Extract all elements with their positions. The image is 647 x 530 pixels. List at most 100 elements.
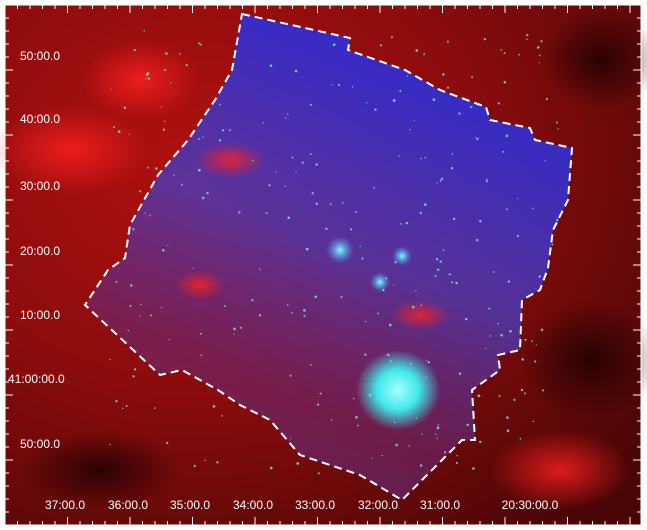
star — [239, 326, 242, 329]
star — [296, 462, 300, 465]
star — [410, 363, 412, 365]
star — [275, 171, 277, 173]
star — [332, 43, 336, 47]
y-tick-label: 41:00:00.0 — [8, 372, 65, 386]
star — [507, 280, 510, 283]
star — [233, 327, 236, 331]
star — [524, 338, 527, 341]
star — [342, 201, 344, 204]
star — [185, 64, 188, 67]
star — [351, 85, 354, 88]
star — [353, 397, 355, 400]
star — [526, 33, 529, 37]
star — [455, 461, 458, 464]
y-tick-label: 50:00.0 — [20, 437, 60, 451]
star — [287, 113, 289, 116]
y-tick-label: 30:00.0 — [20, 179, 60, 193]
star — [435, 433, 437, 435]
star — [309, 103, 313, 106]
star — [534, 360, 537, 363]
star — [385, 277, 388, 280]
star — [540, 40, 543, 43]
star — [258, 314, 262, 317]
star — [291, 311, 293, 314]
star — [180, 183, 183, 186]
x-tick-label: 34:00.0 — [233, 498, 273, 512]
star — [303, 308, 306, 312]
star — [389, 360, 392, 363]
star — [206, 192, 209, 195]
star — [502, 150, 505, 153]
y-tick-label: 10:00.0 — [20, 308, 60, 322]
star — [361, 257, 364, 259]
star — [303, 314, 306, 317]
star — [295, 170, 297, 173]
star — [268, 183, 271, 187]
star — [167, 244, 169, 246]
star — [269, 466, 273, 470]
star — [115, 400, 118, 403]
star — [168, 338, 170, 341]
star — [392, 99, 396, 102]
star — [413, 119, 415, 122]
star — [287, 216, 290, 220]
star — [486, 180, 489, 183]
star — [132, 228, 135, 231]
star — [519, 437, 522, 440]
star — [531, 340, 534, 343]
star — [113, 126, 116, 129]
star — [442, 73, 445, 76]
star — [556, 218, 559, 222]
star — [458, 112, 461, 115]
star — [497, 102, 500, 105]
star — [284, 117, 287, 119]
star — [485, 347, 487, 350]
x-tick-label: 35:00.0 — [170, 498, 210, 512]
star — [476, 137, 479, 141]
star — [455, 281, 458, 285]
star — [198, 137, 201, 140]
star — [350, 228, 353, 231]
star — [381, 454, 383, 457]
star — [405, 221, 409, 225]
star — [477, 394, 481, 398]
star — [305, 247, 309, 251]
star — [524, 392, 527, 395]
star — [456, 454, 458, 457]
y-axis-labels: 50:00.0 40:00.0 30:00.0 20:00.0 10:00.0 … — [8, 49, 65, 451]
star — [436, 182, 438, 184]
star — [258, 268, 261, 271]
star — [315, 202, 319, 205]
star — [497, 322, 500, 325]
star — [355, 210, 357, 213]
star — [532, 207, 534, 210]
star — [379, 44, 383, 47]
star — [437, 268, 440, 271]
star — [127, 329, 130, 332]
star — [319, 392, 322, 395]
star — [172, 174, 175, 177]
field-outline — [83, 12, 574, 502]
star — [294, 69, 298, 73]
star — [382, 288, 385, 292]
star — [420, 157, 422, 160]
star — [377, 312, 380, 315]
star — [399, 89, 402, 92]
star — [475, 238, 479, 242]
star — [408, 445, 410, 447]
star — [446, 40, 449, 43]
star — [218, 103, 221, 106]
star — [139, 315, 141, 317]
star — [415, 49, 419, 52]
star — [356, 424, 359, 427]
star — [133, 48, 136, 52]
star — [498, 394, 501, 398]
star — [448, 273, 451, 276]
star — [193, 464, 196, 468]
star — [439, 260, 442, 263]
star — [489, 335, 492, 337]
star — [147, 77, 151, 80]
star — [466, 423, 469, 427]
star — [269, 64, 273, 67]
star — [145, 78, 147, 80]
